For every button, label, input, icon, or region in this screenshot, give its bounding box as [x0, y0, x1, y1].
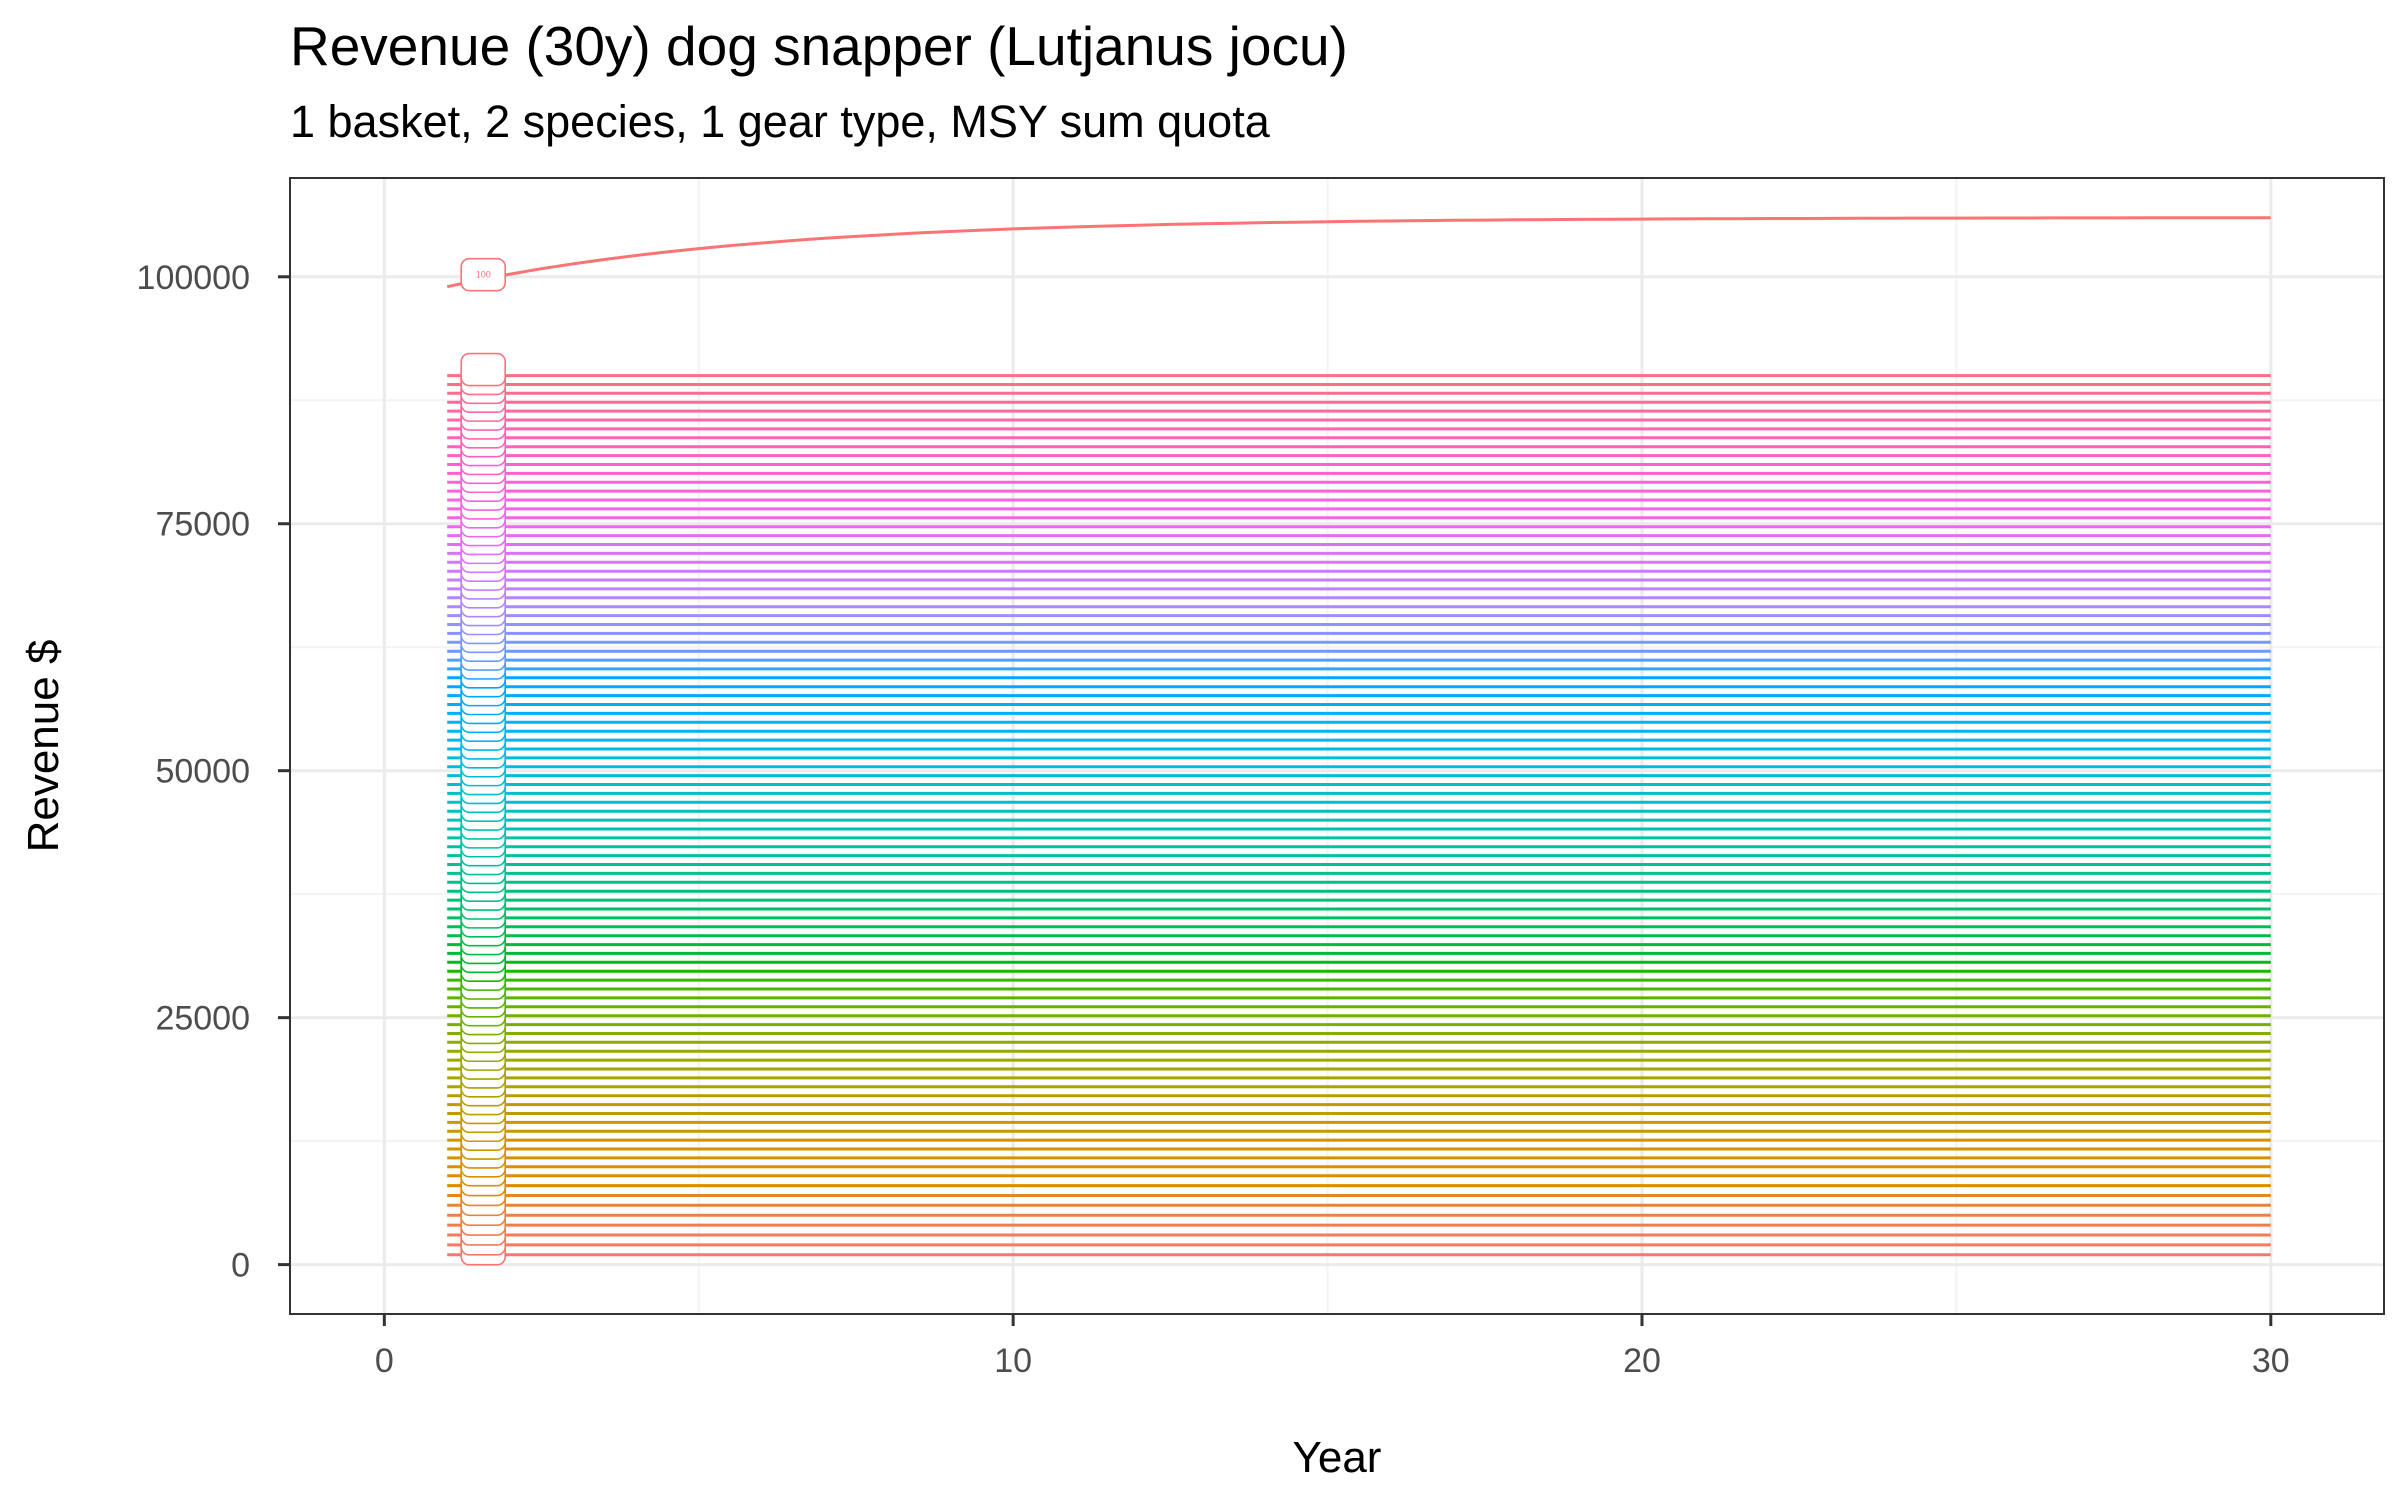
series-start-label: [460, 352, 507, 387]
axes: 0 10 20 30 0 25000 50000 75000 100000: [137, 259, 2290, 1380]
chart-title: Revenue (30y) dog snapper (Lutjanus jocu…: [290, 15, 1348, 77]
grid-lines: [290, 178, 2384, 1314]
series-start-label: 100: [460, 257, 507, 292]
series-lines: [446, 216, 2271, 1257]
y-tick-label: 50000: [155, 753, 250, 791]
y-tick-label: 0: [231, 1247, 250, 1285]
chart-subtitle: 1 basket, 2 species, 1 gear type, MSY su…: [290, 96, 1270, 147]
x-tick-label: 30: [2252, 1342, 2290, 1380]
plot-panel-border: [289, 177, 2385, 1315]
series-start-labels: 100: [460, 257, 507, 1266]
svg-text:100: 100: [476, 270, 491, 280]
x-tick-label: 20: [1623, 1342, 1661, 1380]
x-tick-label: 0: [375, 1342, 394, 1380]
y-axis-title: Revenue $: [19, 640, 68, 853]
y-tick-label: 100000: [137, 259, 250, 297]
series-line: [446, 216, 2271, 289]
y-tick-label: 25000: [155, 1000, 250, 1038]
x-axis-title: Year: [1293, 1433, 1382, 1482]
y-tick-label: 75000: [155, 506, 250, 544]
x-tick-label: 10: [994, 1342, 1032, 1380]
